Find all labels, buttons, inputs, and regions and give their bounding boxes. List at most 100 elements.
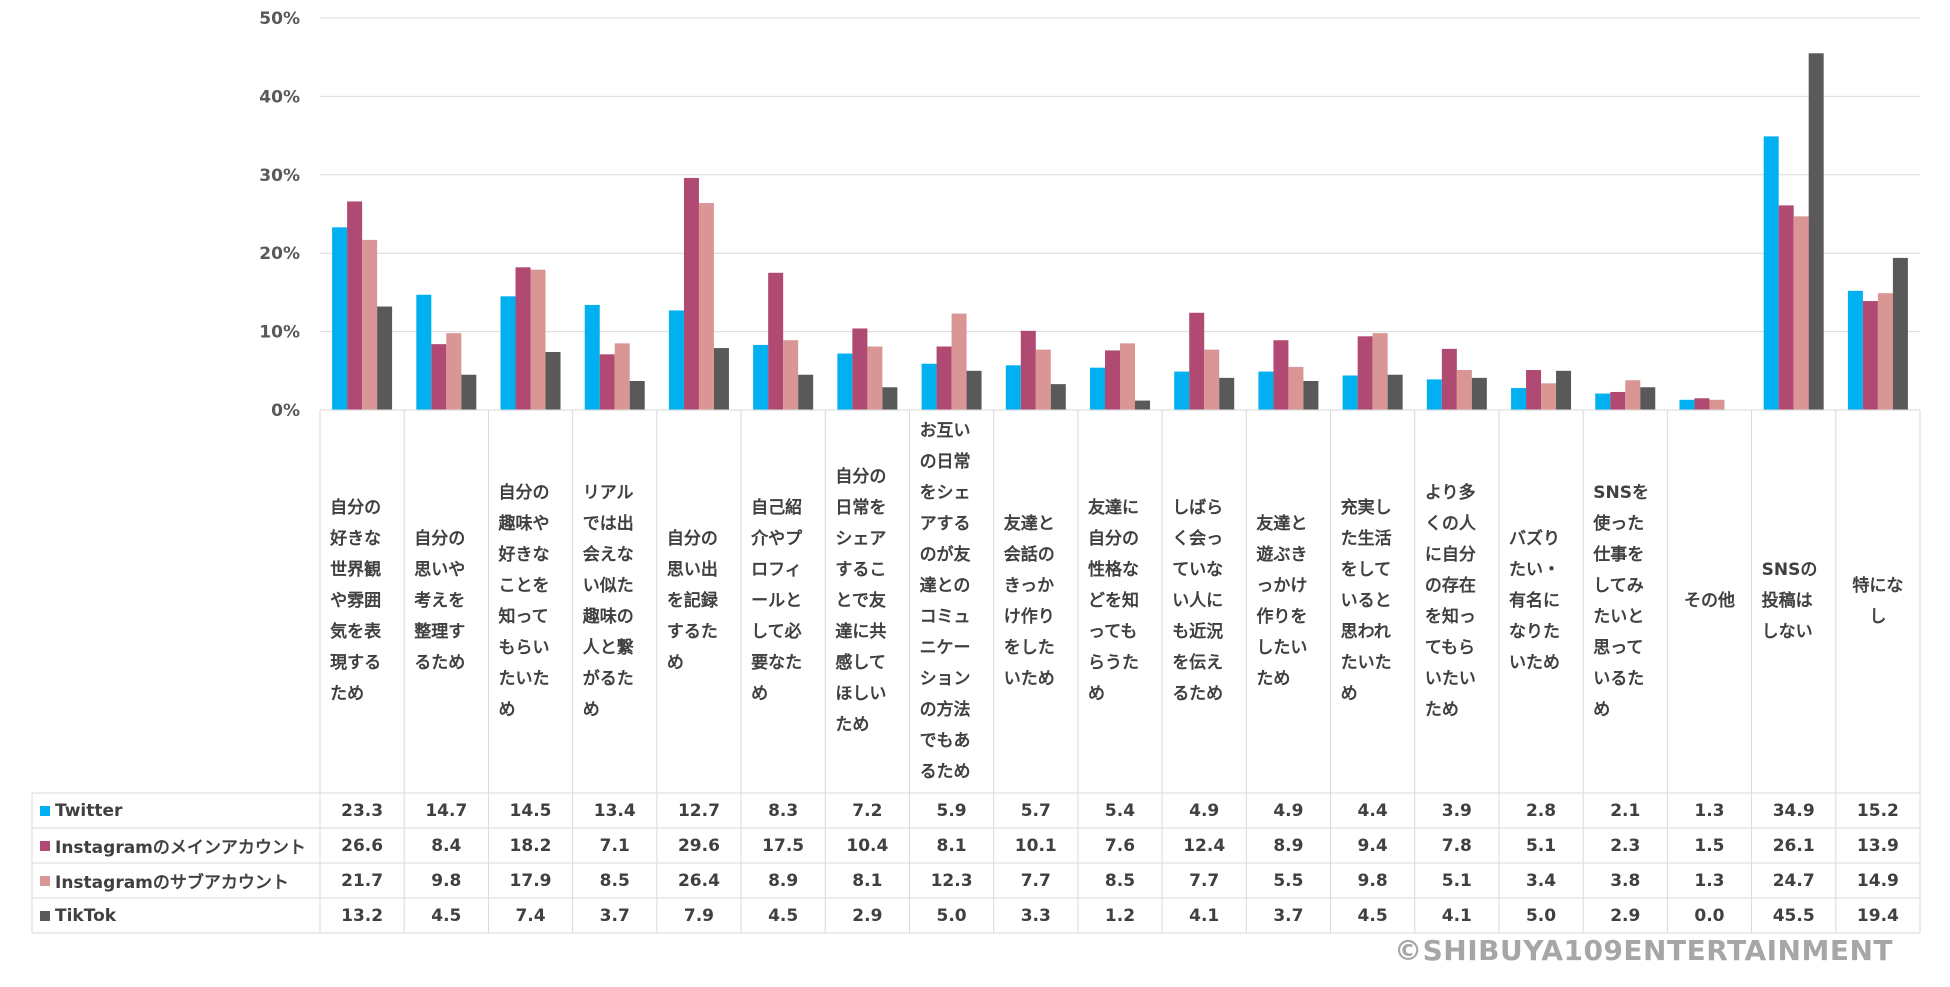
data-label-2-1: 26.6 xyxy=(341,835,384,856)
category-label-11: しばらく会っていない人にも近況を伝えるため xyxy=(1162,410,1246,793)
category-label-text: その他 xyxy=(1683,591,1735,611)
y-tick-label: 40% xyxy=(259,87,300,107)
bar-3-18 xyxy=(1793,216,1809,410)
bar-4-1 xyxy=(377,306,393,410)
category-label-16: SNSを使った仕事をしてみたいと思っているため xyxy=(1583,410,1667,793)
bar-3-13 xyxy=(1372,333,1388,410)
data-label-4-5: 7.9 xyxy=(683,905,714,926)
legend-label: Instagramのメインアカウント xyxy=(55,838,306,858)
bar-3-10 xyxy=(1120,343,1135,410)
category-label-text: SNSの投稿はしない xyxy=(1761,560,1818,642)
data-label-2-2: 8.4 xyxy=(431,835,462,856)
data-label-2-14: 7.8 xyxy=(1441,835,1472,856)
category-label-text: 自分の日常をシェアすることで友達に共感してほしいため xyxy=(835,467,887,735)
legend-label: TikTok xyxy=(55,905,117,926)
bar-2-5 xyxy=(683,177,699,410)
data-label-2-12: 8.9 xyxy=(1273,835,1304,856)
category-label-text: しばらく会っていない人にも近況を伝えるため xyxy=(1172,498,1224,704)
data-label-3-16: 3.8 xyxy=(1610,870,1641,891)
category-label-text: 充実した生活をしていると思われたいため xyxy=(1340,498,1392,704)
data-label-4-2: 4.5 xyxy=(431,905,462,926)
data-label-2-7: 10.4 xyxy=(846,835,889,856)
bar-3-12 xyxy=(1288,366,1304,410)
bar-4-11 xyxy=(1219,377,1235,410)
data-label-3-18: 24.7 xyxy=(1772,870,1815,891)
data-label-4-15: 5.0 xyxy=(1525,905,1557,926)
bar-2-6 xyxy=(768,272,784,410)
category-label-18: SNSの投稿はしない xyxy=(1752,410,1836,793)
category-label-4: リアルでは出会えない似た趣味の人と繋がるため xyxy=(573,410,657,793)
category-label-12: 友達と遊ぶきっかけ作りをしたいため xyxy=(1246,410,1330,793)
y-tick-label: 10% xyxy=(259,323,300,343)
legend-swatch xyxy=(40,840,50,851)
legend-entry-3: Instagramのサブアカウント xyxy=(32,863,320,898)
data-label-2-9: 10.1 xyxy=(1014,835,1057,856)
data-label-2-8: 8.1 xyxy=(936,835,967,856)
category-label-9: 友達と会話のきっかけ作りをしたいため xyxy=(994,410,1078,793)
bar-3-16 xyxy=(1625,380,1641,410)
bar-2-17 xyxy=(1694,398,1710,410)
legend-label: Twitter xyxy=(55,800,123,821)
bar-2-9 xyxy=(1020,330,1036,410)
bar-2-2 xyxy=(431,344,447,410)
bar-3-1 xyxy=(362,239,378,410)
bar-2-14 xyxy=(1441,348,1457,410)
data-table-grid xyxy=(31,409,1921,934)
bar-2-3 xyxy=(515,267,531,410)
category-label-7: 自分の日常をシェアすることで友達に共感してほしいため xyxy=(825,410,909,793)
data-label-1-2: 14.7 xyxy=(425,800,468,821)
data-label-1-18: 34.9 xyxy=(1772,800,1815,821)
data-label-3-7: 8.1 xyxy=(852,870,883,891)
bar-4-10 xyxy=(1135,400,1150,410)
data-label-4-13: 4.5 xyxy=(1357,905,1388,926)
legend-swatch xyxy=(40,910,50,921)
category-label-2: 自分の思いや考えを整理するため xyxy=(404,410,488,793)
legend-entry-1: Twitter xyxy=(32,793,320,828)
bar-1-14 xyxy=(1426,379,1442,410)
data-label-4-17: 0.0 xyxy=(1694,905,1725,926)
category-label-text: 特になし xyxy=(1852,575,1904,627)
data-label-2-6: 17.5 xyxy=(762,835,805,856)
category-label-text: 友達と遊ぶきっかけ作りをしたいため xyxy=(1256,513,1308,689)
category-label-text: より多くの人に自分の存在を知ってもらいたいため xyxy=(1424,482,1476,720)
data-label-1-8: 5.9 xyxy=(936,800,967,821)
legend-swatch xyxy=(40,875,50,886)
bar-1-5 xyxy=(668,310,684,410)
bar-2-1 xyxy=(347,201,363,410)
category-label-14: より多くの人に自分の存在を知ってもらいたいため xyxy=(1415,410,1499,793)
bar-4-3 xyxy=(545,351,561,410)
data-label-3-3: 17.9 xyxy=(509,870,552,891)
bar-3-4 xyxy=(614,343,630,410)
data-label-3-13: 9.8 xyxy=(1357,870,1388,891)
data-label-4-3: 7.4 xyxy=(515,905,546,926)
bar-1-11 xyxy=(1174,371,1190,410)
bar-4-16 xyxy=(1640,387,1656,410)
data-label-3-12: 5.5 xyxy=(1273,870,1304,891)
data-label-4-12: 3.7 xyxy=(1273,905,1304,926)
data-label-4-8: 5.0 xyxy=(936,905,967,926)
data-label-3-17: 1.3 xyxy=(1694,870,1725,891)
bar-4-13 xyxy=(1387,374,1403,410)
bar-1-8 xyxy=(921,363,937,410)
bar-2-8 xyxy=(936,346,952,410)
data-label-1-11: 4.9 xyxy=(1189,800,1220,821)
bar-2-12 xyxy=(1273,340,1289,410)
data-label-2-13: 9.4 xyxy=(1357,835,1388,856)
data-label-1-4: 13.4 xyxy=(593,800,636,821)
y-tick-label: 0% xyxy=(271,401,300,421)
bar-1-2 xyxy=(416,294,432,410)
data-label-3-15: 3.4 xyxy=(1525,870,1557,891)
data-label-1-17: 1.3 xyxy=(1694,800,1725,821)
data-label-3-8: 12.3 xyxy=(930,870,973,891)
category-label-15: バズりたい・有名になりたいため xyxy=(1499,410,1583,793)
category-label-13: 充実した生活をしていると思われたいため xyxy=(1331,410,1415,793)
y-axis-ticks: 0% 10% 20% 30% 40% 50% xyxy=(259,9,300,421)
bar-2-7 xyxy=(852,328,868,410)
bar-1-12 xyxy=(1258,371,1274,410)
data-label-3-14: 5.1 xyxy=(1441,870,1472,891)
bar-4-15 xyxy=(1556,370,1572,410)
category-label-text: 自分の思いや考えを整理するため xyxy=(414,529,466,673)
category-label-3: 自分の趣味や好きなことを知ってもらいたいため xyxy=(488,410,572,793)
legend-entry-4: TikTok xyxy=(32,898,320,933)
